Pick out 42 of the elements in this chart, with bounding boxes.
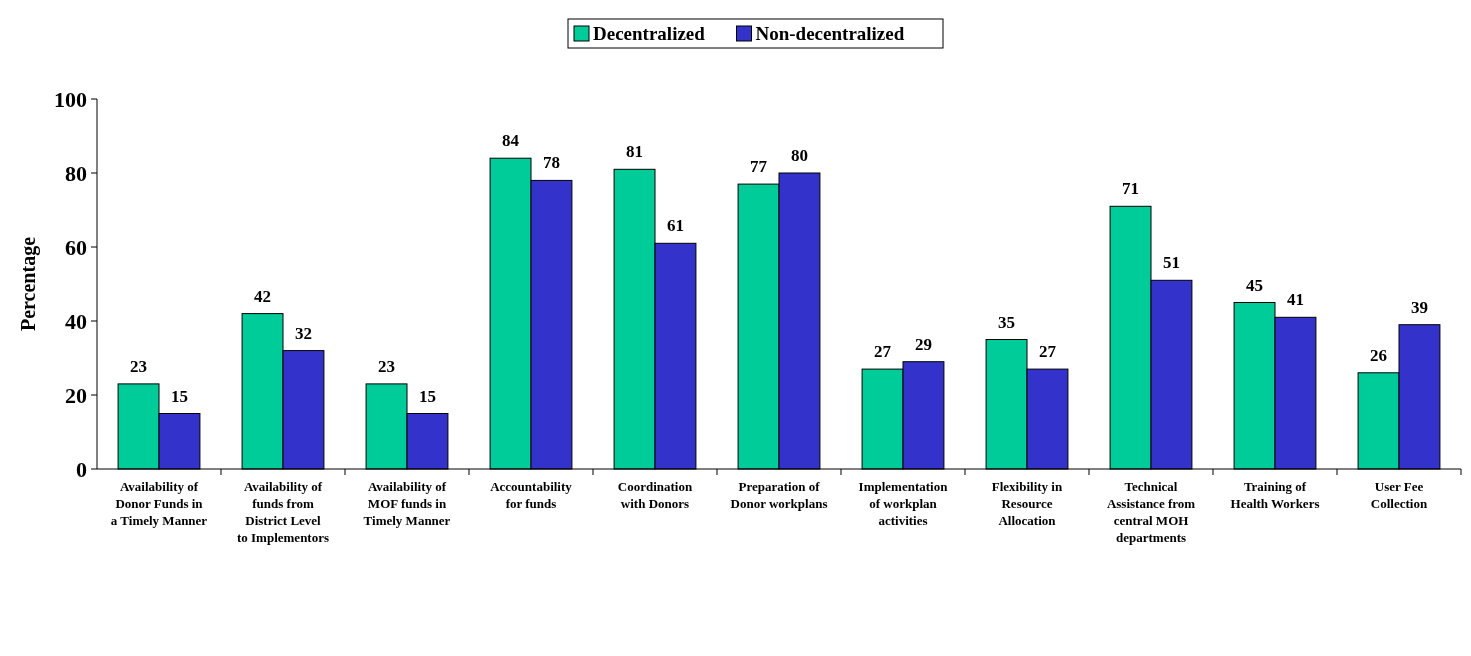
x-tick-label: Training of Health Workers [1230, 479, 1320, 511]
x-tick-label: Coordination with Donors [617, 479, 693, 511]
x-tick-label: Preparation of Donor workplans [730, 479, 828, 511]
x-tick-label: Technical Assistance from central MOH departments [1106, 479, 1196, 545]
data-label: 42 [254, 286, 272, 306]
data-label: 61 [666, 216, 684, 236]
y-tick-label: 40 [65, 308, 87, 334]
data-label: 23 [378, 356, 396, 376]
data-label: 39 [1410, 297, 1428, 317]
data-label: 41 [1286, 290, 1304, 310]
y-tick-label: 0 [76, 456, 87, 482]
y-tick-label: 80 [65, 160, 87, 186]
data-label: 27 [874, 342, 892, 362]
data-label: 81 [626, 142, 644, 162]
data-label: 27 [1038, 342, 1057, 362]
x-tick-label: Availability of funds from District Level to Implementors [236, 479, 330, 545]
legend-label: Decentralized [593, 23, 706, 44]
data-label: 51 [1162, 253, 1180, 273]
data-label: 80 [790, 146, 808, 165]
y-tick-label: 20 [65, 382, 87, 408]
data-label: 84 [502, 131, 520, 151]
data-label: 78 [542, 153, 560, 173]
data-label: 15 [170, 386, 188, 406]
x-tick-label: Availability of MOF funds in Timely Manner [363, 479, 451, 528]
data-label: 71 [1122, 179, 1140, 199]
data-label: 29 [914, 334, 932, 354]
x-tick-label: Flexibility in Resource Allocation [991, 479, 1063, 528]
data-label: 23 [130, 356, 148, 376]
legend-label: Non-decentralized [755, 23, 905, 44]
y-axis-title: Percentage [17, 236, 40, 332]
data-label: 77 [750, 157, 768, 177]
x-tick-label: User Fee Collection [1370, 479, 1428, 511]
y-tick-label: 100 [54, 86, 87, 112]
data-label: 26 [1370, 345, 1388, 365]
y-tick-label: 60 [65, 234, 87, 260]
x-tick-label: Implementation of workplan activities [858, 479, 949, 528]
data-label: 35 [998, 312, 1016, 332]
data-label: 45 [1246, 275, 1264, 295]
x-tick-label: Accountability for funds [490, 479, 573, 511]
x-tick-label: Availability of Donor Funds in a Timely Manner [110, 479, 208, 528]
data-label: 32 [294, 323, 312, 343]
data-label: 15 [418, 386, 436, 406]
